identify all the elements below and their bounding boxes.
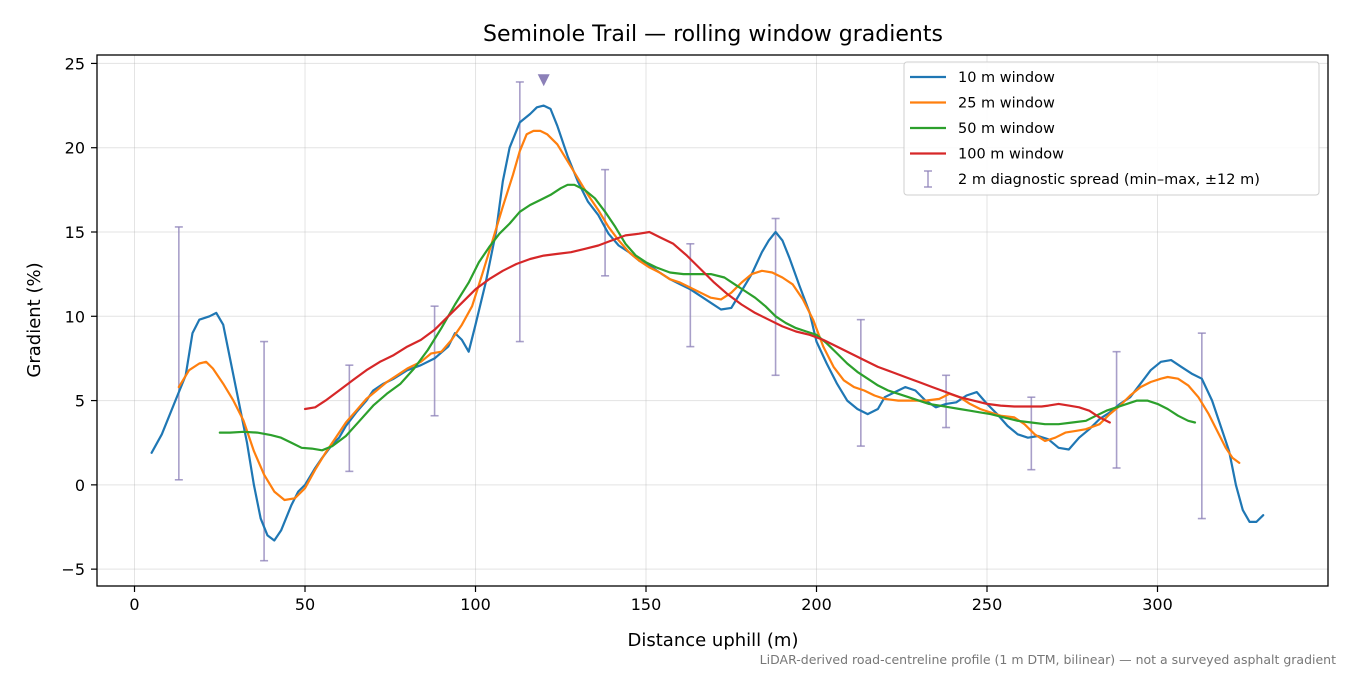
y-axis-ticks: −5 0 5 10 15 20 25 xyxy=(61,54,97,579)
y-axis-label: Gradient (%) xyxy=(24,262,45,377)
diagnostic-spread-bar xyxy=(686,243,695,348)
diagnostic-spread-bar xyxy=(1027,396,1036,471)
diagnostic-spread-bar xyxy=(430,305,439,417)
diagnostic-spread-bar xyxy=(1197,332,1206,520)
series-lines xyxy=(150,104,1265,542)
x-tick-label: 150 xyxy=(631,595,662,614)
x-tick-label: 100 xyxy=(460,595,491,614)
legend-label-3: 50 m window xyxy=(958,121,1055,137)
legend: 10 m window 25 m window 50 m window 100 m w… xyxy=(903,61,1320,196)
series-line-2 xyxy=(177,129,1241,502)
y-tick-label: 15 xyxy=(65,223,85,242)
x-tick-label: 300 xyxy=(1142,595,1173,614)
y-tick-label: 5 xyxy=(75,392,85,411)
x-axis-label: Distance uphill (m) xyxy=(628,630,799,651)
diagnostic-spread-bar xyxy=(942,374,951,429)
peak-marker xyxy=(537,74,550,87)
y-tick-label: 10 xyxy=(65,307,85,326)
diagnostic-spread-bar xyxy=(174,226,183,481)
y-tick-label: 0 xyxy=(75,476,85,495)
x-tick-label: 50 xyxy=(295,595,315,614)
y-tick-label: −5 xyxy=(61,560,85,579)
legend-box xyxy=(903,61,1320,196)
peak-markers xyxy=(537,74,550,87)
legend-label-2: 25 m window xyxy=(958,96,1055,112)
legend-label-4: 100 m window xyxy=(958,147,1064,163)
y-tick-label: 20 xyxy=(65,139,85,158)
series-line-3 xyxy=(218,183,1197,452)
x-tick-label: 0 xyxy=(129,595,139,614)
diagnostic-spread-bar xyxy=(771,217,780,377)
legend-label-spread: 2 m diagnostic spread (min–max, ±12 m) xyxy=(958,172,1260,188)
legend-label-1: 10 m window xyxy=(958,70,1055,86)
x-tick-label: 250 xyxy=(972,595,1003,614)
diagnostic-spread-bar xyxy=(856,318,865,447)
y-tick-label: 25 xyxy=(65,54,85,73)
x-axis-ticks: 0 50 100 150 200 250 300 xyxy=(129,586,1173,614)
plot-frame xyxy=(96,54,1329,587)
footnote: LiDAR-derived road-centreline profile (1… xyxy=(760,652,1336,667)
x-tick-label: 200 xyxy=(801,595,832,614)
legend-entries: 10 m window 25 m window 50 m window 100 m w… xyxy=(910,70,1260,188)
chart-title: Seminole Trail — rolling window gradient… xyxy=(483,22,943,47)
series-line-4 xyxy=(303,230,1111,424)
